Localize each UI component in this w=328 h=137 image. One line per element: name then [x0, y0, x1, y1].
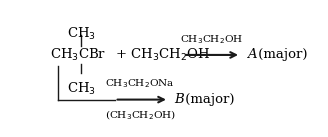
Text: CH$_3$: CH$_3$	[67, 81, 96, 97]
Text: + CH$_3$CH$_2$OH: + CH$_3$CH$_2$OH	[114, 47, 210, 63]
Text: A: A	[247, 48, 257, 61]
Text: B: B	[174, 93, 184, 106]
Text: (major): (major)	[254, 48, 308, 61]
Text: (CH$_3$CH$_2$OH): (CH$_3$CH$_2$OH)	[105, 109, 176, 122]
Text: CH$_3$CH$_2$ONa: CH$_3$CH$_2$ONa	[106, 77, 175, 90]
Text: CH$_3$CBr: CH$_3$CBr	[50, 47, 107, 63]
Text: CH$_3$CH$_2$OH: CH$_3$CH$_2$OH	[180, 33, 243, 46]
Text: (major): (major)	[181, 93, 235, 106]
Text: CH$_3$: CH$_3$	[67, 26, 96, 42]
